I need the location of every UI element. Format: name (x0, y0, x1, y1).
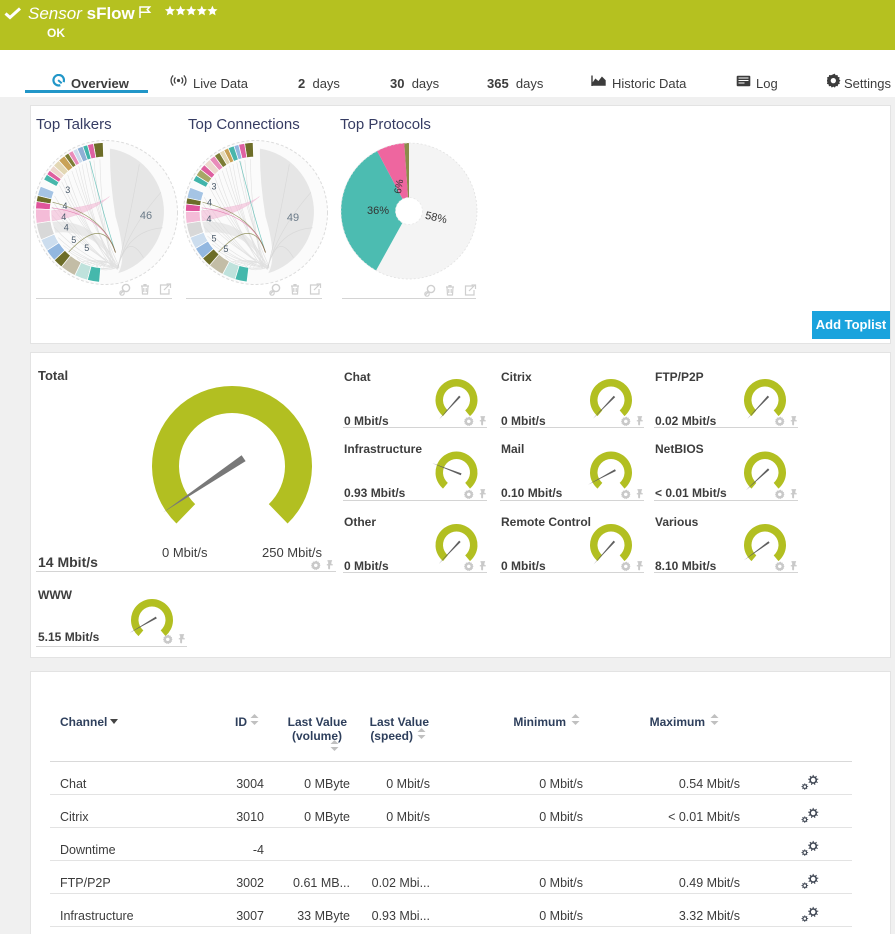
svg-text:6%: 6% (393, 178, 406, 194)
svg-text:58%: 58% (424, 210, 448, 227)
svg-text:46: 46 (140, 210, 152, 222)
svg-text:5: 5 (211, 233, 216, 243)
svg-text:3: 3 (65, 185, 70, 195)
svg-text:4: 4 (64, 223, 69, 233)
svg-text:36%: 36% (367, 205, 389, 217)
svg-text:5: 5 (71, 235, 76, 245)
svg-text:5: 5 (84, 243, 89, 253)
svg-text:4: 4 (61, 212, 66, 222)
svg-text:4: 4 (62, 201, 67, 211)
svg-text:4: 4 (207, 198, 212, 208)
svg-text:3: 3 (211, 182, 216, 192)
svg-text:5: 5 (223, 244, 228, 254)
svg-text:4: 4 (206, 214, 211, 224)
svg-text:49: 49 (287, 212, 299, 224)
